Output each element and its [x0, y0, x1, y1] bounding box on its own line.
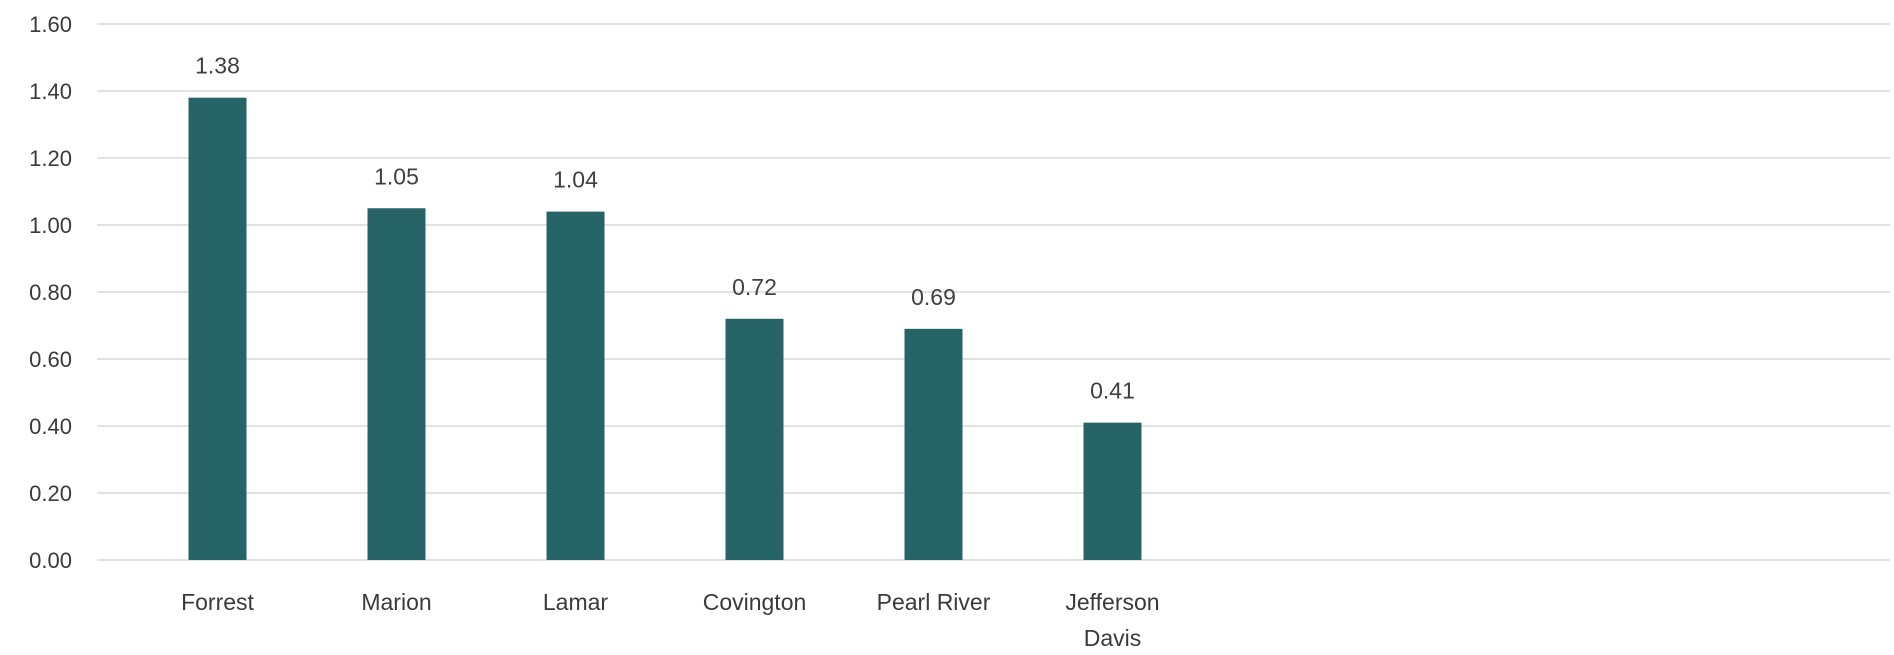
- x-tick-label: Covington: [703, 589, 807, 615]
- x-tick-label: Forrest: [181, 589, 254, 615]
- bar-jefferson-davis: [1083, 422, 1142, 560]
- bar-marion: [367, 208, 426, 560]
- x-axis-ticks: Forrest Marion Lamar Covington Pearl River Je…: [181, 589, 1160, 651]
- y-tick-label: 0.60: [29, 347, 72, 372]
- y-tick-label: 1.20: [29, 146, 72, 171]
- y-tick-label: 0.20: [29, 481, 72, 506]
- bar-forrest: [188, 97, 247, 560]
- data-label: 1.04: [553, 167, 598, 193]
- bar-pearl-river: [904, 328, 963, 560]
- x-tick-label: Marion: [361, 589, 431, 615]
- bars: [188, 97, 1142, 560]
- data-label: 0.72: [732, 274, 777, 300]
- y-tick-label: 1.00: [29, 213, 72, 238]
- x-tick-label-line: Marion: [361, 589, 431, 615]
- y-axis-ticks: 0.00 0.20 0.40 0.60 0.80 1.00 1.20 1.40 1.60: [29, 12, 72, 573]
- data-label: 0.69: [911, 284, 956, 310]
- x-tick-label-line: Covington: [703, 589, 807, 615]
- x-tick-label: Pearl River: [877, 589, 991, 615]
- x-tick-label-line: Pearl River: [877, 589, 991, 615]
- x-tick-label-line: Davis: [1084, 625, 1142, 651]
- data-label: 1.38: [195, 53, 240, 79]
- x-tick-label-line: Lamar: [543, 589, 609, 615]
- y-tick-label: 0.40: [29, 414, 72, 439]
- x-tick-label: Lamar: [543, 589, 609, 615]
- x-tick-label-line: Jefferson: [1065, 589, 1159, 615]
- y-tick-label: 0.80: [29, 280, 72, 305]
- bar-covington: [725, 318, 784, 560]
- x-tick-label-line: Forrest: [181, 589, 254, 615]
- y-tick-label: 0.00: [29, 548, 72, 573]
- y-tick-label: 1.60: [29, 12, 72, 37]
- y-tick-label: 1.40: [29, 79, 72, 104]
- data-label: 0.41: [1090, 378, 1135, 404]
- data-label: 1.05: [374, 163, 419, 189]
- data-labels: 1.38 1.05 1.04 0.72 0.69 0.41: [195, 53, 1135, 404]
- x-tick-label: Jefferson Davis: [1065, 589, 1159, 651]
- bar-lamar: [546, 211, 605, 560]
- gridlines: [97, 23, 1890, 561]
